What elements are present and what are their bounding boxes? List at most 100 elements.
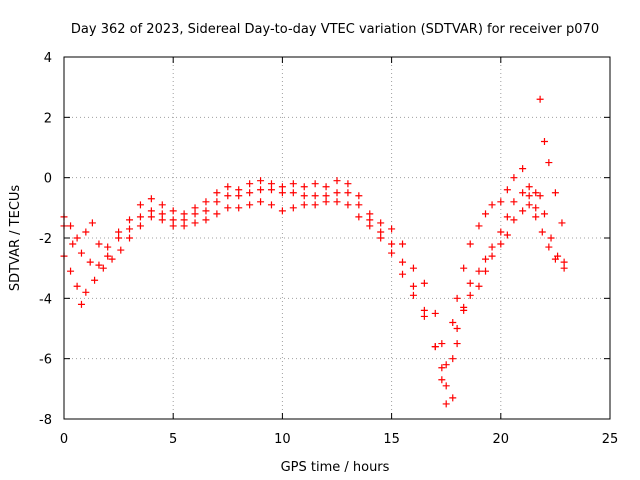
data-point	[73, 282, 81, 290]
data-point	[136, 222, 144, 230]
data-point	[532, 204, 540, 212]
data-point	[117, 246, 125, 254]
data-point	[289, 204, 297, 212]
data-point	[366, 222, 374, 230]
data-point	[136, 201, 144, 209]
data-point	[77, 300, 85, 308]
data-point	[377, 234, 385, 242]
data-point	[257, 177, 265, 185]
data-point	[235, 192, 243, 200]
data-point	[180, 222, 188, 230]
x-tick-labels: 0 5 10 15 20 25	[60, 432, 618, 447]
data-point	[560, 258, 568, 266]
data-point	[180, 216, 188, 224]
data-point	[311, 180, 319, 188]
x-tick-label: 25	[602, 432, 619, 447]
data-point	[482, 267, 490, 275]
data-point	[510, 174, 518, 182]
data-point	[300, 192, 308, 200]
data-point	[482, 210, 490, 218]
data-point	[536, 95, 544, 103]
data-point	[67, 267, 75, 275]
data-point	[73, 234, 81, 242]
data-point	[267, 186, 275, 194]
data-point	[136, 213, 144, 221]
data-point	[191, 204, 199, 212]
data-point	[438, 340, 446, 348]
data-point	[224, 192, 232, 200]
data-point	[67, 222, 75, 230]
axis-ticks	[63, 56, 611, 420]
y-tick-label: -8	[39, 413, 52, 428]
data-point	[169, 207, 177, 215]
data-point	[355, 213, 363, 221]
y-tick-label: -6	[39, 353, 52, 368]
data-point	[466, 291, 474, 299]
data-point	[267, 180, 275, 188]
series-track-middle	[60, 186, 568, 408]
data-point	[420, 306, 428, 314]
data-point	[191, 219, 199, 227]
data-point	[519, 165, 527, 173]
data-point	[431, 309, 439, 317]
chart-title: Day 362 of 2023, Sidereal Day-to-day VTE…	[71, 22, 599, 37]
data-point	[449, 318, 457, 326]
data-point	[322, 192, 330, 200]
series-track-lower	[60, 198, 568, 390]
data-point	[77, 249, 85, 257]
data-point	[525, 201, 533, 209]
x-tick-label: 20	[493, 432, 510, 447]
series-track-upper	[60, 95, 566, 369]
data-point	[453, 294, 461, 302]
data-point	[147, 207, 155, 215]
data-point	[532, 189, 540, 197]
data-point	[115, 228, 123, 236]
data-point	[235, 186, 243, 194]
data-point	[420, 279, 428, 287]
data-point	[333, 198, 341, 206]
y-tick-label: 4	[44, 51, 52, 66]
y-tick-label: 0	[44, 172, 52, 187]
data-point	[344, 189, 352, 197]
data-point	[235, 204, 243, 212]
data-point	[82, 228, 90, 236]
data-point	[538, 228, 546, 236]
data-point	[95, 240, 103, 248]
data-point	[108, 255, 116, 263]
data-point	[300, 201, 308, 209]
x-tick-label: 15	[383, 432, 400, 447]
data-point	[488, 201, 496, 209]
data-point	[475, 267, 483, 275]
data-point	[449, 355, 457, 363]
data-point	[377, 219, 385, 227]
data-point	[366, 216, 374, 224]
y-tick-label: -2	[39, 232, 52, 247]
data-point	[409, 282, 417, 290]
data-point	[278, 183, 286, 191]
data-point	[158, 201, 166, 209]
data-point	[88, 219, 96, 227]
data-point	[482, 255, 490, 263]
x-tick-label: 5	[169, 432, 177, 447]
data-point	[224, 183, 232, 191]
data-point	[257, 186, 265, 194]
data-point	[431, 343, 439, 351]
data-point	[213, 198, 221, 206]
data-point	[399, 270, 407, 278]
data-point	[311, 192, 319, 200]
data-point	[377, 228, 385, 236]
x-axis-label: GPS time / hours	[281, 460, 390, 475]
data-point	[551, 189, 559, 197]
data-point	[551, 255, 559, 263]
y-tick-label: 2	[44, 111, 52, 126]
data-point	[147, 195, 155, 203]
data-point	[519, 189, 527, 197]
data-point	[388, 249, 396, 257]
data-point	[158, 210, 166, 218]
data-point	[69, 240, 77, 248]
data-point	[497, 228, 505, 236]
data-point	[95, 261, 103, 269]
data-point	[257, 198, 265, 206]
data-point	[115, 234, 123, 242]
data-point	[532, 213, 540, 221]
